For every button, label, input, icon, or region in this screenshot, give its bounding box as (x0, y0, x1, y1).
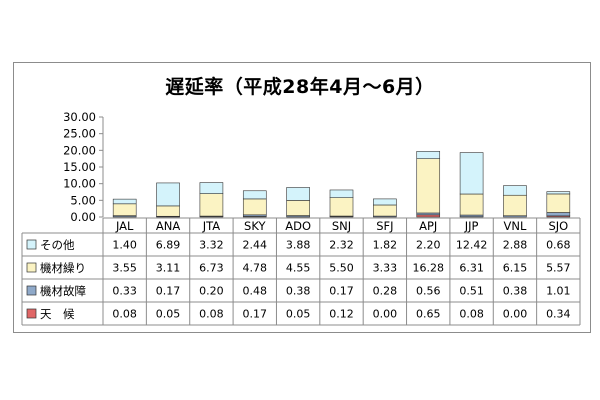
bar-segment (546, 191, 571, 195)
data-label: 0.08 (199, 308, 224, 321)
data-label: 0.08 (112, 308, 137, 321)
series-label: 機材故障 (40, 284, 86, 298)
series-label: 天 候 (40, 307, 75, 321)
y-tick-label: 25.00 (63, 127, 96, 141)
data-label: 0.20 (199, 285, 224, 298)
x-category-label: JAL (115, 219, 134, 233)
y-tick-label: 5.00 (70, 193, 96, 207)
bar-segment (156, 205, 180, 217)
data-label: 1.82 (373, 239, 398, 252)
data-label: 6.31 (459, 262, 484, 275)
bar-segment (199, 193, 224, 217)
data-label: 5.57 (546, 262, 571, 275)
data-label: 0.28 (373, 285, 398, 298)
bar-segment (329, 197, 354, 217)
bar-segment (373, 198, 397, 206)
data-label: 0.05 (156, 308, 181, 321)
x-category-label: SKY (244, 219, 266, 233)
series-label: 機材繰り (40, 261, 86, 275)
data-label: 5.50 (329, 262, 354, 275)
bar-segment (459, 152, 484, 195)
data-label: 3.33 (373, 262, 398, 275)
chart-title: 遅延率（平成28年4月～6月） (165, 76, 435, 98)
data-label: 2.44 (243, 239, 268, 252)
data-label: 3.88 (286, 239, 311, 252)
data-label: 1.40 (112, 239, 137, 252)
data-label: 6.15 (503, 262, 528, 275)
data-label: 4.55 (286, 262, 311, 275)
y-tick-label: 20.00 (63, 143, 96, 157)
x-category-label: APJ (419, 219, 437, 233)
x-category-label: VNL (504, 219, 527, 233)
bar-segment (416, 214, 441, 218)
x-category-label: SNJ (332, 219, 351, 233)
y-tick-label: 15.00 (63, 160, 96, 174)
bar-segment (329, 189, 354, 198)
bar-segment (459, 193, 484, 216)
x-category-label: JJP (464, 219, 479, 233)
data-label: 0.48 (243, 285, 268, 298)
data-label: 6.89 (156, 239, 181, 252)
data-label: 2.20 (416, 239, 441, 252)
bar-segment (503, 194, 527, 217)
data-label: 1.01 (546, 285, 571, 298)
data-label: 2.32 (329, 239, 354, 252)
y-tick-label: 0.00 (70, 210, 96, 224)
data-label: 0.68 (546, 239, 571, 252)
data-label: 0.05 (286, 308, 311, 321)
bar-segment (503, 185, 527, 196)
data-label: 0.38 (286, 285, 311, 298)
data-label: 0.08 (459, 308, 484, 321)
data-label: 0.65 (416, 308, 441, 321)
data-label: 0.56 (416, 285, 441, 298)
data-label: 0.17 (329, 285, 354, 298)
x-category-label: ADO (285, 219, 311, 233)
data-label: 12.42 (456, 239, 488, 252)
data-label: 0.51 (459, 285, 484, 298)
data-label: 0.17 (156, 285, 181, 298)
bar-segment (242, 190, 267, 200)
data-label: 16.28 (412, 262, 444, 275)
legend-swatch (26, 308, 37, 319)
data-label: 0.34 (546, 308, 571, 321)
x-category-label: SFJ (376, 219, 393, 233)
data-label: 4.78 (243, 262, 268, 275)
data-label: 0.00 (373, 308, 398, 321)
bar-segment (416, 158, 441, 214)
legend-swatch (26, 239, 37, 250)
bar-segment (416, 151, 441, 160)
bar-segment (373, 204, 397, 217)
data-label: 0.38 (503, 285, 528, 298)
x-category-label: SJO (548, 219, 568, 233)
series-label: その他 (40, 238, 75, 252)
bar-segment (112, 203, 137, 216)
legend-swatch (26, 285, 37, 296)
x-category-label: ANA (156, 219, 180, 233)
bar-segment (156, 182, 180, 207)
bar-segment (112, 198, 137, 205)
data-label: 3.32 (199, 239, 224, 252)
data-label: 0.17 (243, 308, 268, 321)
data-label: 3.11 (156, 262, 181, 275)
data-label: 0.12 (329, 308, 354, 321)
bar-segment (546, 212, 571, 217)
bar-segment (286, 187, 310, 201)
bar-segment (286, 200, 310, 216)
bar-segment (242, 198, 267, 216)
y-tick-label: 10.00 (63, 177, 96, 191)
x-category-label: JTA (202, 219, 221, 233)
data-label: 3.55 (112, 262, 137, 275)
data-label: 0.33 (112, 285, 137, 298)
data-label: 6.73 (199, 262, 224, 275)
y-tick-label: 30.00 (63, 110, 96, 124)
data-label: 0.00 (503, 308, 528, 321)
legend-swatch (26, 262, 37, 273)
data-label: 2.88 (503, 239, 528, 252)
bar-segment (199, 182, 224, 194)
bar-segment (546, 193, 571, 213)
